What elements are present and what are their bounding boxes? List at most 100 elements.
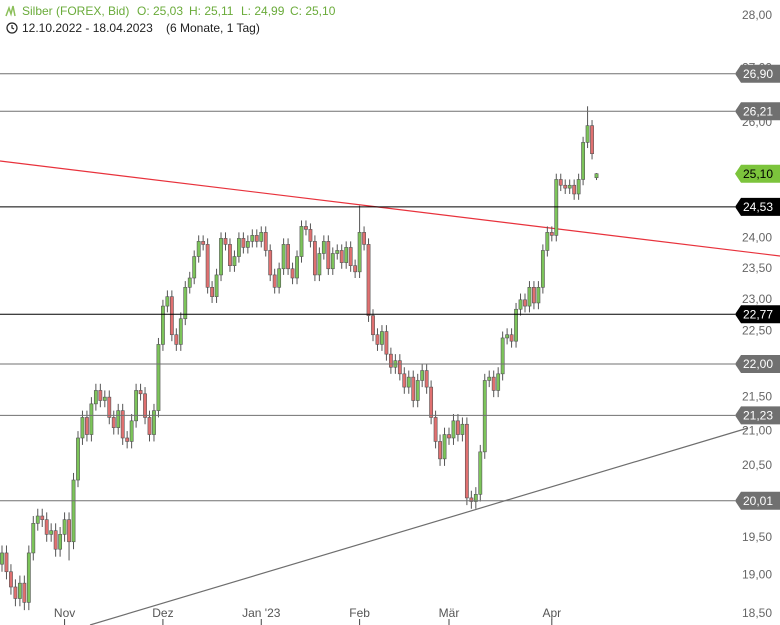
candle-body xyxy=(232,256,237,266)
candle-body xyxy=(40,515,45,520)
candle-body xyxy=(85,417,89,435)
candle-body xyxy=(192,256,197,279)
candle-body xyxy=(576,179,581,195)
level-label: 22,00 xyxy=(743,357,773,371)
candle-body xyxy=(424,370,429,388)
candle-body xyxy=(545,232,550,251)
candle-body xyxy=(402,373,407,388)
candle-body xyxy=(169,296,174,336)
candle-body xyxy=(411,376,416,401)
y-tick-label: 19,50 xyxy=(742,530,772,544)
candle-body xyxy=(80,417,85,439)
candle-body xyxy=(415,380,420,401)
candle-body xyxy=(491,376,496,391)
candle-body xyxy=(585,125,590,143)
y-tick-label: 19,00 xyxy=(742,568,772,582)
y-tick-label: 24,00 xyxy=(742,231,772,245)
candle-body xyxy=(572,184,577,195)
candle-body xyxy=(174,334,179,345)
candle-body xyxy=(487,376,492,381)
candle-body xyxy=(312,241,317,276)
trend-line-resistance xyxy=(0,160,780,257)
candle-body xyxy=(178,318,183,345)
candle-body xyxy=(384,331,389,355)
candle-body xyxy=(147,417,152,435)
level-label: 24,53 xyxy=(743,200,773,214)
candle-body xyxy=(49,530,54,535)
candle-body xyxy=(237,238,241,257)
candle-body xyxy=(286,244,290,270)
y-tick-label: 22,50 xyxy=(742,324,772,338)
candle-body xyxy=(429,386,434,418)
candle-body xyxy=(339,250,344,263)
level-label: 21,23 xyxy=(743,409,773,423)
candle-body xyxy=(98,390,103,401)
candle-body xyxy=(165,296,170,307)
candle-body xyxy=(89,403,94,435)
candle-body xyxy=(241,238,246,248)
level-tag xyxy=(735,491,780,510)
candle-body xyxy=(304,226,308,230)
candle-body xyxy=(442,434,447,460)
candle-body xyxy=(299,226,304,257)
candle-body xyxy=(558,179,563,186)
candle-body xyxy=(277,268,282,288)
candle-body xyxy=(259,232,264,242)
candle-body xyxy=(93,390,98,405)
quote-low: L: 24,99 xyxy=(241,4,285,18)
level-tag xyxy=(735,354,780,373)
candle-body xyxy=(201,241,206,245)
candle-body xyxy=(317,253,322,276)
candle-body xyxy=(67,519,71,543)
candle-body xyxy=(357,232,362,273)
level-tag xyxy=(735,406,780,425)
candle-body xyxy=(397,360,402,375)
period-note: (6 Monate, 1 Tag) xyxy=(166,21,260,35)
candle-body xyxy=(344,247,349,263)
candle-body xyxy=(245,241,250,248)
y-tick-label: 20,50 xyxy=(742,458,772,472)
candle-body xyxy=(272,274,277,288)
candle-body xyxy=(362,232,366,245)
candle-body xyxy=(456,420,460,435)
level-label: 26,21 xyxy=(743,104,773,118)
quote-high: H: 25,11 xyxy=(189,4,234,18)
level-tag xyxy=(735,102,780,121)
candle-body xyxy=(134,390,139,422)
candle-body xyxy=(500,337,505,375)
candle-body xyxy=(263,232,268,251)
level-tag xyxy=(735,64,780,83)
candle-body xyxy=(536,287,541,304)
candle-body xyxy=(308,229,313,242)
candle-body xyxy=(53,530,58,550)
candle-body xyxy=(321,241,326,254)
candle-body xyxy=(482,380,487,453)
y-tick-label: 23,50 xyxy=(742,261,772,275)
candle-body xyxy=(187,277,192,288)
candle-body xyxy=(268,250,273,276)
level-tag xyxy=(735,164,780,183)
candle-body xyxy=(223,238,228,245)
candle-body xyxy=(594,173,599,179)
candle-body xyxy=(447,434,451,439)
candle-body xyxy=(295,256,299,279)
quote-open: O: 25,03 xyxy=(137,4,183,18)
y-tick-label: 23,00 xyxy=(742,292,772,306)
candle-body xyxy=(13,586,18,599)
x-tick-label: Nov xyxy=(54,606,75,620)
candle-body xyxy=(527,287,532,307)
candle-body xyxy=(210,287,214,297)
x-tick-label: Jan '23 xyxy=(242,606,281,620)
candle-body xyxy=(228,244,232,266)
candle-body xyxy=(563,184,568,189)
candle-body xyxy=(22,582,27,603)
candle-body xyxy=(111,417,116,428)
candle-body xyxy=(473,494,478,502)
candle-body xyxy=(554,179,559,236)
candle-body xyxy=(58,534,63,550)
candle-body xyxy=(35,515,40,524)
candle-body xyxy=(433,417,438,442)
level-label: 25,10 xyxy=(743,167,773,181)
candle-body xyxy=(469,497,474,502)
